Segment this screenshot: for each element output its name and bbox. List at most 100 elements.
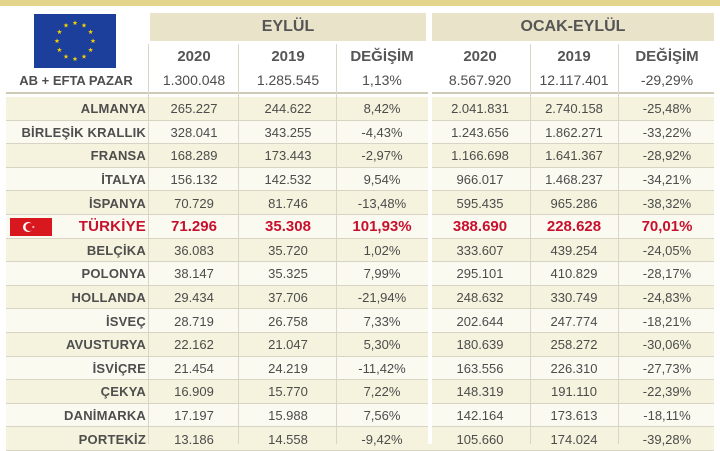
table-cell: -11,42% — [358, 360, 406, 376]
period-header-september: EYLÜL — [150, 13, 426, 41]
table-row — [6, 285, 714, 309]
table-cell: 191.110 — [550, 384, 598, 400]
table-row — [6, 380, 714, 403]
table-cell: -25,48% — [642, 101, 692, 117]
table-row — [6, 215, 714, 238]
table-cell: 228.628 — [546, 218, 602, 236]
table-cell: -9,42% — [361, 431, 403, 447]
row-divider — [6, 332, 714, 333]
table-cell: 1.243.656 — [451, 124, 509, 140]
table-cell: 1.468.237 — [545, 172, 603, 188]
column-divider — [148, 44, 149, 444]
table-cell: 22.162 — [174, 337, 214, 353]
table-cell: 258.272 — [550, 337, 598, 353]
table-cell: 7,33% — [363, 313, 401, 329]
table-cell: 38.147 — [174, 266, 214, 282]
table-row — [6, 333, 714, 356]
table-cell: 965.286 — [550, 195, 598, 211]
table-cell: 35.325 — [268, 266, 308, 282]
col-2020-ytd-header: 2020 — [463, 47, 497, 65]
table-cell: 343.255 — [264, 124, 312, 140]
table-row — [6, 167, 714, 191]
table-cell: 226.310 — [550, 360, 598, 376]
country-name: BELÇİKA — [86, 242, 146, 258]
table-cell: -18,11% — [643, 408, 691, 424]
table-cell: -24,83% — [642, 290, 692, 306]
table-cell: 202.644 — [456, 313, 504, 329]
table-cell: 7,22% — [363, 384, 401, 400]
country-name: FRANSA — [90, 148, 146, 164]
table-cell: 7,56% — [363, 408, 401, 424]
table-cell: 16.909 — [174, 384, 214, 400]
table-cell: 410.829 — [550, 266, 598, 282]
table-row — [6, 262, 714, 285]
table-cell: -18,21% — [642, 313, 692, 329]
table-cell: 35.720 — [268, 242, 308, 258]
row-divider — [6, 214, 714, 215]
row-divider — [6, 426, 714, 428]
table-cell: 105.660 — [456, 431, 504, 447]
col-change-ytd-header: DEĞİŞİM — [635, 47, 699, 65]
column-divider — [530, 44, 531, 444]
table-cell: 180.639 — [456, 337, 504, 353]
table-cell: 70.729 — [174, 195, 214, 211]
row-divider — [6, 261, 714, 263]
country-name: İTALYA — [101, 172, 146, 188]
table-cell: 28.719 — [174, 313, 214, 329]
table-cell: 1.166.698 — [451, 148, 509, 164]
table-cell: 173.613 — [550, 408, 598, 424]
table-row — [6, 120, 714, 144]
table-cell: 9,54% — [363, 172, 401, 188]
table-cell: -22,39% — [642, 384, 692, 400]
table-cell: 333.607 — [456, 242, 504, 258]
table-cell: -34,21% — [642, 172, 692, 188]
table-cell: 1.862.271 — [545, 124, 603, 140]
total-col-change-ytd: -29,29% — [640, 72, 694, 88]
column-divider — [336, 44, 337, 444]
country-name: PORTEKİZ — [78, 431, 146, 447]
country-name: TÜRKİYE — [78, 218, 146, 236]
table-cell: 21.454 — [174, 360, 214, 376]
total-col-2020-ytd: 8.567.920 — [448, 72, 512, 88]
country-name: İSPANYA — [88, 195, 146, 211]
row-divider — [6, 355, 714, 357]
top-accent-bar — [0, 0, 720, 6]
table-cell: 265.227 — [170, 101, 218, 117]
table-cell: 148.319 — [456, 384, 504, 400]
total-col-2019-sep: 1.285.545 — [256, 72, 320, 88]
table-cell: 248.632 — [456, 290, 504, 306]
column-divider — [238, 44, 239, 444]
table-cell: 36.083 — [174, 242, 214, 258]
country-name: HOLLANDA — [71, 290, 146, 306]
table-cell: 156.132 — [170, 172, 218, 188]
table-cell: 13.186 — [174, 431, 214, 447]
table-row — [6, 97, 714, 120]
total-label: AB + EFTA PAZAR — [19, 72, 133, 88]
row-divider — [6, 143, 714, 145]
table-cell: 163.556 — [456, 360, 504, 376]
country-name: BİRLEŞİK KRALLIK — [21, 124, 146, 140]
table-cell: 168.289 — [170, 148, 218, 164]
table-cell: -28,92% — [642, 148, 692, 164]
table-cell: 2.740.158 — [545, 101, 603, 117]
country-name: AVUSTURYA — [65, 337, 146, 353]
total-col-2019-ytd: 12.117.401 — [539, 72, 609, 88]
table-cell: 15.770 — [268, 384, 308, 400]
table-cell: 1,02% — [363, 242, 401, 258]
table-cell: -4,43% — [361, 124, 403, 140]
table-cell: 5,30% — [363, 337, 401, 353]
table-row — [6, 144, 714, 167]
table-cell: 17.197 — [174, 408, 214, 424]
table-cell: -2,97% — [361, 148, 403, 164]
table-cell: 37.706 — [268, 290, 308, 306]
country-name: İSVEÇ — [105, 313, 146, 329]
table-cell: 8,42% — [363, 101, 401, 117]
table-row — [6, 356, 714, 380]
eu-flag-icon — [34, 14, 116, 68]
table-cell: 1.641.367 — [545, 148, 603, 164]
column-divider — [618, 44, 619, 444]
table-cell: 142.164 — [456, 408, 504, 424]
table-cell: -30,06% — [642, 337, 692, 353]
table-cell: 595.435 — [456, 195, 504, 211]
row-divider — [6, 237, 714, 239]
